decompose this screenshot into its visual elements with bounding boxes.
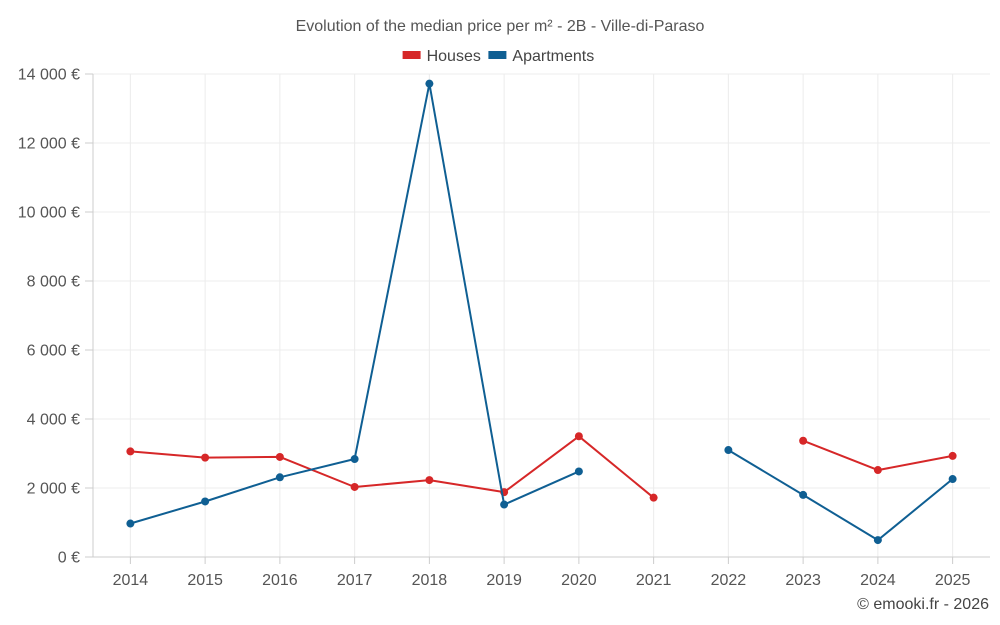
apartments-point[interactable] (799, 490, 808, 499)
houses-point[interactable] (574, 432, 583, 441)
apartments-point[interactable] (724, 446, 733, 455)
y-tick-label: 8 000 € (27, 274, 80, 291)
apartments-point[interactable] (275, 473, 284, 482)
x-tick-label: 2024 (860, 572, 896, 589)
y-tick-label: 14 000 € (18, 67, 80, 84)
houses-point[interactable] (126, 447, 135, 456)
x-tick-label: 2020 (561, 572, 597, 589)
chart-title: Evolution of the median price per m² - 2… (296, 18, 705, 35)
apartments-point[interactable] (350, 455, 359, 464)
apartments-legend-label[interactable]: Apartments (512, 48, 594, 65)
y-tick-label: 6 000 € (27, 343, 80, 360)
houses-series-line (130, 435, 655, 499)
x-tick-label: 2014 (113, 572, 149, 589)
y-tick-label: 2 000 € (27, 481, 80, 498)
y-tick-label: 4 000 € (27, 412, 80, 429)
houses-point[interactable] (799, 436, 808, 445)
apartments-point[interactable] (948, 475, 957, 484)
x-tick-label: 2022 (711, 572, 747, 589)
credit-text: © emooki.fr - 2026 (857, 596, 989, 613)
x-tick-label: 2025 (935, 572, 971, 589)
apartments-point[interactable] (201, 497, 210, 506)
y-tick-label: 0 € (58, 550, 80, 567)
apartments-legend-swatch[interactable] (488, 51, 507, 59)
houses-point[interactable] (275, 452, 284, 461)
axes: 0 € 2 000 € 4 000 € 6 000 € 8 000 € 10 000 € 1… (18, 67, 990, 589)
apartments-point[interactable] (425, 79, 434, 88)
grid (93, 73, 990, 557)
apartments-series-line (727, 449, 954, 542)
apartments-point[interactable] (126, 519, 135, 528)
houses-point[interactable] (649, 493, 658, 502)
apartments-point[interactable] (574, 467, 583, 476)
houses-point[interactable] (948, 451, 957, 460)
x-tick-label: 2021 (636, 572, 672, 589)
x-tick-label: 2018 (412, 572, 448, 589)
series-layer (126, 79, 957, 545)
x-tick-label: 2015 (187, 572, 223, 589)
apartments-point[interactable] (873, 536, 882, 545)
houses-point[interactable] (425, 476, 434, 485)
x-tick-label: 2017 (337, 572, 373, 589)
legend[interactable]: Houses Apartments (402, 48, 595, 65)
houses-point[interactable] (873, 466, 882, 475)
houses-point[interactable] (350, 482, 359, 491)
y-tick-label: 10 000 € (18, 205, 80, 222)
houses-legend-swatch[interactable] (402, 51, 421, 59)
x-tick-label: 2023 (785, 572, 821, 589)
x-tick-label: 2019 (486, 572, 522, 589)
y-tick-label: 12 000 € (18, 136, 80, 153)
houses-legend-label[interactable]: Houses (427, 48, 481, 65)
houses-point[interactable] (201, 453, 210, 462)
apartments-point[interactable] (500, 500, 509, 509)
x-tick-label: 2016 (262, 572, 298, 589)
